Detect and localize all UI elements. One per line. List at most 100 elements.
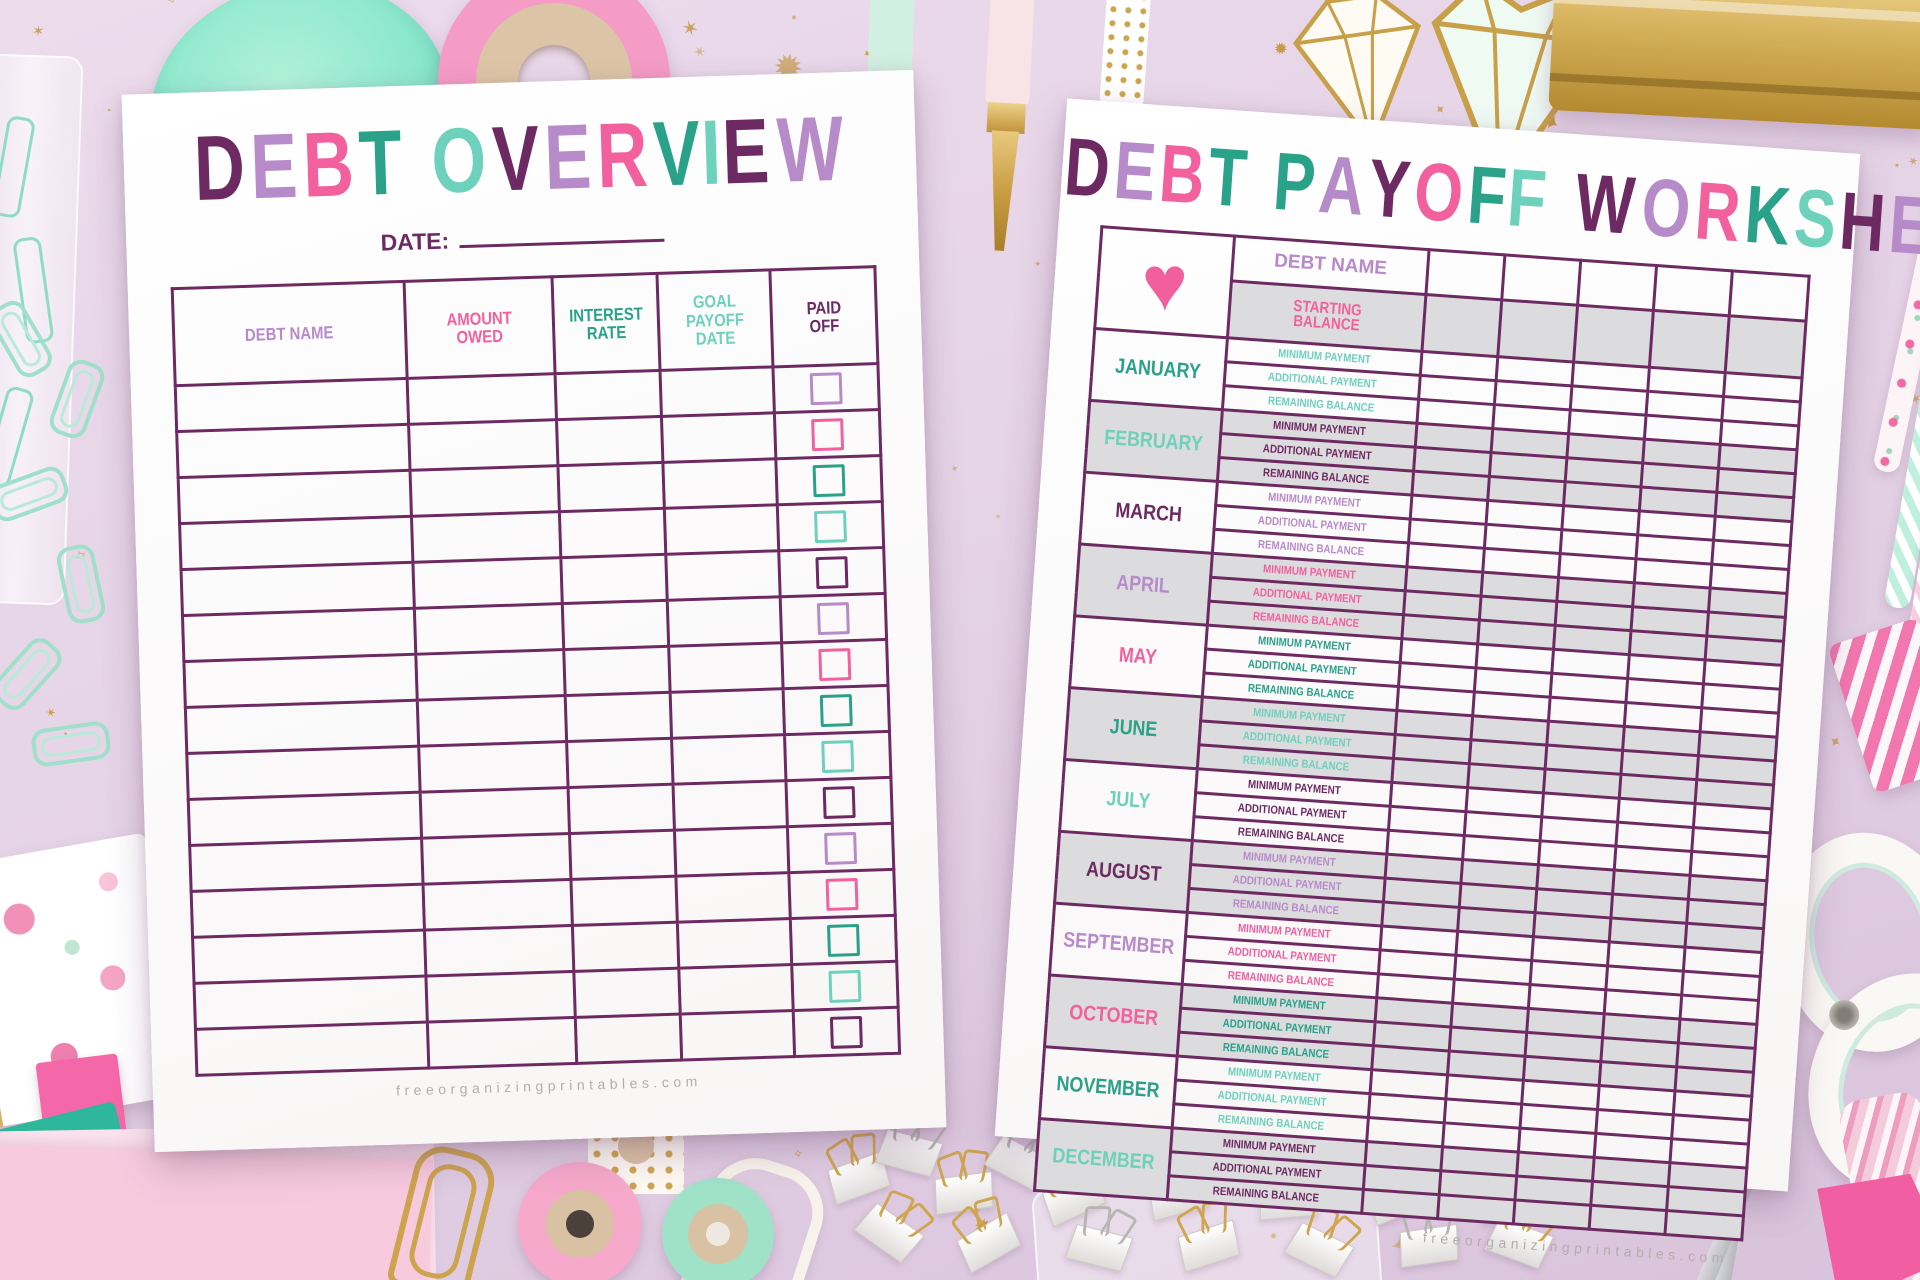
date-row: DATE:: [126, 213, 918, 265]
blank-cell: [572, 922, 679, 972]
title-letter: E: [1885, 178, 1920, 272]
starting-balance-cell: [1725, 315, 1806, 378]
blank-cell: [674, 826, 789, 877]
blank-cell: [411, 511, 561, 563]
blank-cell: [660, 366, 774, 417]
title-letter: P: [1270, 135, 1319, 229]
title-letter: O: [1638, 161, 1694, 256]
star-icon: ✦: [1034, 259, 1042, 270]
starting-balance-cell: [1422, 294, 1503, 357]
column-header-amount-owed: AMOUNT OWED: [404, 276, 555, 379]
title-letter: Y: [1365, 141, 1414, 236]
star-icon: ✧: [993, 511, 1003, 522]
mint-paper-clip: [54, 541, 108, 627]
blank-cell: [182, 608, 416, 662]
blank-cell: [427, 1017, 577, 1069]
paid-off-cell: [789, 915, 897, 965]
blank-cell: [408, 419, 558, 471]
blank-cell: [559, 508, 666, 558]
debt-overview-table: DEBT NAME AMOUNT OWED INTEREST RATE GOAL PAYOF…: [171, 265, 901, 1077]
blank-cell: [181, 562, 415, 616]
paid-off-checkbox: [818, 647, 852, 681]
title-letter: E: [542, 106, 593, 210]
blank-cell: [574, 1014, 682, 1064]
blank-cell: [678, 964, 793, 1015]
starting-balance-cell: [1574, 305, 1654, 368]
starting-balance-cell: [1498, 299, 1579, 363]
paid-off-cell: [772, 363, 880, 413]
debt-name-cell: [1729, 270, 1809, 322]
month-label-january: JANUARY: [1089, 328, 1228, 410]
title-letter: E: [1110, 124, 1159, 218]
blank-cell: [420, 787, 570, 839]
title-word-space: [1246, 206, 1270, 208]
paid-off-cell: [791, 961, 899, 1011]
date-blank-line: [459, 238, 665, 249]
blank-cell: [570, 876, 678, 926]
blank-cell: [179, 516, 413, 570]
month-label-august: AUGUST: [1054, 831, 1193, 913]
blank-cell: [680, 1010, 795, 1061]
paid-off-cell: [778, 547, 886, 597]
blank-cell: [670, 688, 785, 739]
paid-off-cell: [788, 869, 896, 919]
blank-cell: [563, 646, 671, 696]
debt-payoff-table: ♥ DEBT NAME STARTING BALANCE JANUARY MINIMUM …: [1032, 225, 1810, 1241]
pink-tape-roll: [518, 1162, 642, 1280]
blank-cell: [415, 649, 565, 701]
title-letter: H: [1836, 174, 1889, 269]
blank-cell: [554, 370, 662, 420]
binder-clip: [956, 1211, 1022, 1275]
value-cell: [1665, 1210, 1743, 1240]
mint-tape-roll: [662, 1178, 774, 1280]
value-cell: [1513, 1199, 1592, 1230]
title-letter: I: [699, 101, 723, 205]
paid-off-checkbox: [812, 463, 846, 497]
blank-cell: [410, 465, 560, 517]
title-letter: T: [1205, 130, 1250, 225]
star-icon: ✶: [1903, 152, 1920, 172]
blank-cell: [418, 741, 568, 793]
star-icon: ✦: [948, 463, 962, 477]
paid-off-checkbox: [822, 785, 856, 819]
paid-off-checkbox: [810, 417, 844, 451]
debt-overview-title: DEBT OVERVIEW: [122, 96, 917, 224]
mint-paper-clip: [29, 719, 113, 769]
paid-off-checkbox: [826, 923, 860, 957]
binder-clip: [853, 1202, 925, 1264]
blank-cell: [573, 968, 681, 1018]
blank-cell: [407, 373, 557, 425]
month-label-september: SEPTEMBER: [1049, 903, 1188, 985]
blank-cell: [564, 692, 672, 742]
paid-off-cell: [773, 409, 881, 459]
month-label-april: APRIL: [1074, 543, 1213, 626]
blank-cell: [176, 424, 411, 478]
paid-off-cell: [775, 455, 883, 505]
blank-cell: [668, 642, 783, 693]
star-icon: ✹: [790, 15, 798, 23]
month-label-june: JUNE: [1064, 687, 1203, 769]
heart-cell: ♥: [1094, 226, 1235, 338]
debt-overview-page: DEBT OVERVIEW DATE: DEBT NAME AMOUNT OWED IN…: [121, 69, 947, 1153]
title-letter: F: [1505, 151, 1550, 245]
title-letter: B: [301, 113, 356, 218]
blank-cell: [188, 792, 422, 846]
month-label-october: OCTOBER: [1044, 974, 1183, 1057]
gold-stapler: [1548, 0, 1920, 130]
blank-cell: [178, 470, 412, 524]
title-letter: E: [248, 115, 299, 219]
title-letter: K: [1741, 168, 1794, 263]
column-header-interest-rate: INTEREST RATE: [551, 273, 661, 374]
blank-cell: [567, 784, 675, 834]
debt-name-cell: [1426, 249, 1506, 300]
month-label-july: JULY: [1059, 759, 1198, 841]
paid-off-cell: [785, 777, 893, 827]
blank-cell: [183, 654, 418, 708]
star-icon: ✶: [43, 703, 60, 722]
pink-paper-stack: [0, 1143, 434, 1280]
title-letter: A: [1316, 138, 1368, 233]
title-letter: F: [1464, 148, 1509, 243]
blank-cell: [186, 746, 421, 800]
star-icon: ✦: [1824, 731, 1845, 754]
